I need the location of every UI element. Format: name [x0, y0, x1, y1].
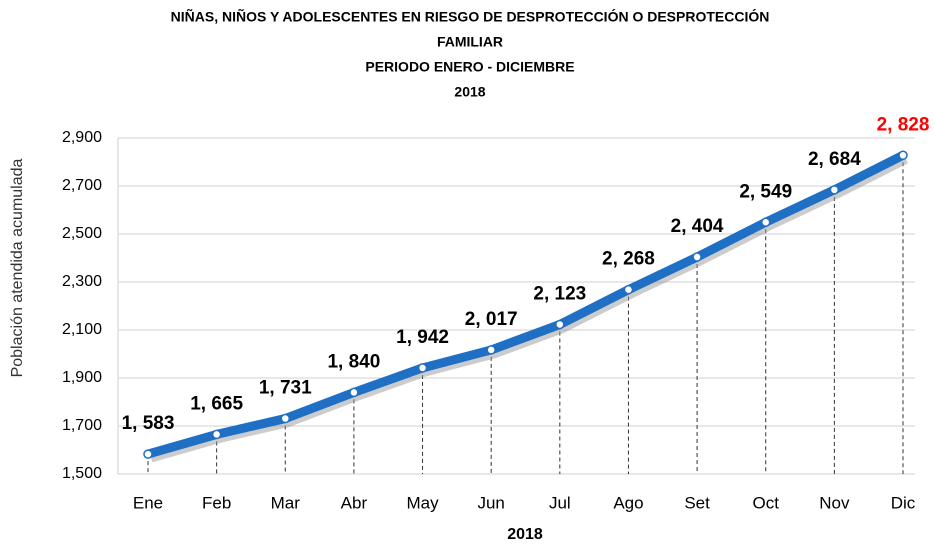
marker — [211, 429, 222, 440]
marker — [898, 150, 908, 161]
line — [143, 150, 908, 459]
x-tick-label: Dic — [891, 493, 916, 512]
marker — [280, 413, 291, 424]
x-tick-label: May — [406, 493, 439, 512]
y-tick-label: 2,700 — [62, 177, 102, 194]
marker — [623, 284, 634, 295]
y-axis-label: Población atendida acumulada — [9, 158, 26, 377]
x-tick-label: Feb — [202, 493, 231, 512]
marker — [555, 319, 565, 330]
x-tick-label: Mar — [271, 493, 301, 512]
x-axis-label: 2018 — [507, 526, 543, 543]
data-label: 2, 268 — [602, 249, 655, 270]
data-label: 1, 840 — [327, 351, 380, 372]
y-tick-label: 1,500 — [62, 465, 102, 482]
data-label: 2, 017 — [465, 309, 518, 330]
chart-title: NIÑAS, NIÑOS Y ADOLESCENTES EN RIESGO DE… — [171, 8, 770, 25]
marker — [143, 449, 153, 459]
x-tick-label: Jun — [477, 493, 504, 512]
marker — [829, 185, 840, 195]
y-tick-label: 2,900 — [62, 129, 102, 146]
x-tick-label: Nov — [819, 493, 850, 512]
data-label: 2, 828 — [877, 114, 930, 135]
y-tick-label: 1,900 — [62, 369, 102, 386]
data-label: 1, 583 — [122, 413, 175, 434]
y-tick-label: 2,500 — [62, 225, 102, 242]
marker — [692, 252, 702, 262]
chart-title: PERIODO ENERO - DICIEMBRE — [365, 59, 574, 75]
data-label: 2, 549 — [739, 181, 792, 202]
x-tick-label: Set — [684, 493, 710, 512]
data-label: 1, 942 — [396, 327, 449, 348]
x-tick-label: Abr — [341, 493, 368, 512]
marker — [349, 387, 359, 398]
data-label: 1, 731 — [259, 378, 312, 399]
chart-title: 2018 — [454, 84, 485, 100]
y-tick-label: 2,100 — [62, 321, 102, 338]
line-shadow — [149, 155, 909, 463]
x-tick-label: Jul — [549, 493, 571, 512]
y-tick-label: 1,700 — [62, 417, 102, 434]
marker — [417, 363, 428, 373]
data-label: 2, 123 — [533, 283, 586, 304]
y-tick-label: 2,300 — [62, 273, 102, 290]
marker — [760, 217, 771, 227]
chart-title: FAMILIAR — [437, 34, 503, 50]
data-label: 1, 665 — [190, 393, 243, 414]
marker — [486, 345, 496, 355]
x-tick-label: Ago — [613, 493, 643, 512]
x-tick-label: Ene — [133, 493, 163, 512]
data-label: 2, 404 — [671, 216, 724, 237]
x-tick-label: Oct — [753, 493, 780, 512]
data-label: 2, 684 — [808, 149, 861, 170]
